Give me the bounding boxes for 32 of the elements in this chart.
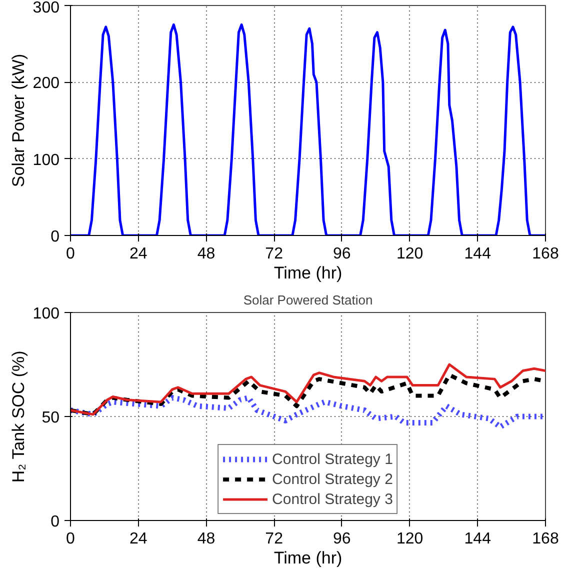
- x-tick-label: 48: [197, 530, 216, 548]
- y-tick-label: 100: [32, 152, 60, 169]
- y-tick-label: 100: [32, 306, 60, 322]
- y-tick-label: 300: [32, 0, 60, 16]
- y-tick-label: 0: [50, 514, 60, 530]
- x-axis-title: Time (hr): [274, 548, 342, 568]
- y-tick-label: 0: [50, 228, 60, 246]
- x-tick-label: 96: [333, 246, 351, 262]
- x-tick-label: 24: [129, 530, 148, 548]
- x-tick-label: 72: [265, 530, 284, 548]
- x-tick-label: 72: [265, 246, 284, 262]
- x-tick-label: 120: [396, 530, 424, 548]
- line-series: [70, 363, 546, 416]
- x-tick-label: 168: [532, 530, 559, 548]
- y-tick-label: 200: [32, 75, 60, 92]
- x-axis-title: Time (hr): [274, 264, 342, 282]
- x-tick-label: 96: [333, 530, 351, 548]
- chart-title: Solar Powered Station: [243, 292, 373, 308]
- y-tick-label: 50: [42, 410, 60, 426]
- legend-label: Control Strategy 1: [272, 450, 393, 468]
- x-tick-label: 0: [66, 530, 76, 548]
- x-tick-label: 24: [129, 246, 148, 262]
- x-tick-label: 168: [532, 246, 559, 262]
- y-axis-title: H₂ Tank SOC (%): [8, 350, 28, 483]
- x-tick-label: 48: [197, 246, 216, 262]
- x-tick-label: 144: [464, 246, 492, 262]
- x-tick-label: 0: [66, 246, 76, 262]
- legend-label: Control Strategy 3: [272, 490, 393, 508]
- x-tick-label: 144: [464, 530, 492, 548]
- legend-label: Control Strategy 2: [272, 470, 393, 488]
- y-axis-title: Solar Power (kW): [8, 54, 28, 188]
- x-tick-label: 120: [396, 246, 424, 262]
